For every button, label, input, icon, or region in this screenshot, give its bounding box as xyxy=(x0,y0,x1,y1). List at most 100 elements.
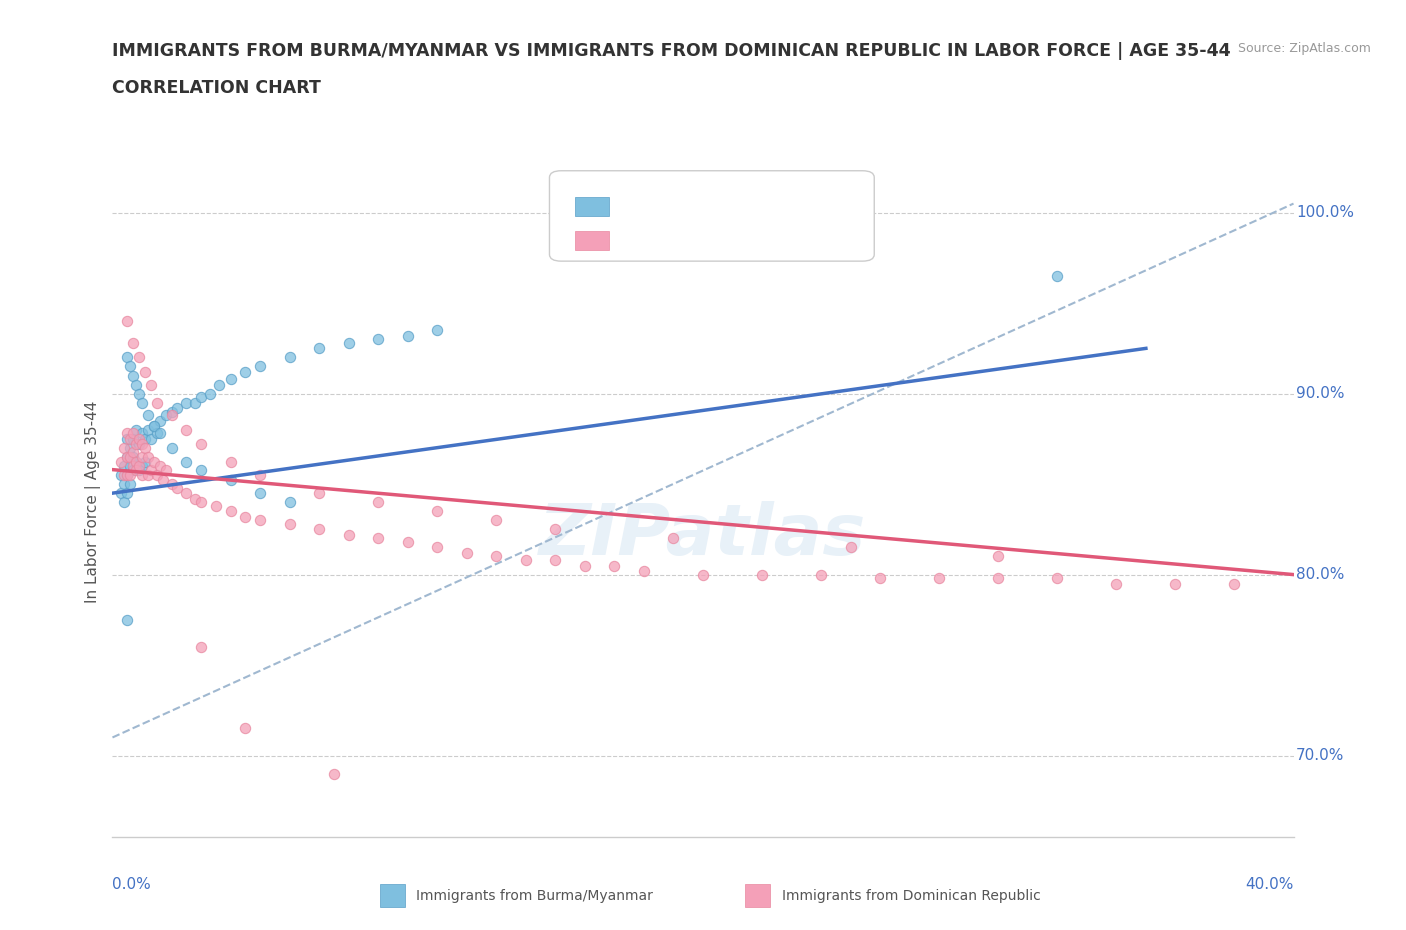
Point xyxy=(692,567,714,582)
Point xyxy=(249,485,271,500)
Point xyxy=(1164,577,1187,591)
Point xyxy=(190,462,212,477)
Point xyxy=(308,522,330,537)
Point xyxy=(122,368,145,383)
Point xyxy=(233,721,256,736)
Point xyxy=(633,564,655,578)
Point xyxy=(367,531,389,546)
Point xyxy=(233,365,256,379)
Point xyxy=(139,432,162,446)
Text: 80.0%: 80.0% xyxy=(1296,567,1344,582)
Point xyxy=(810,567,832,582)
Point xyxy=(1046,269,1069,284)
Point xyxy=(219,372,242,387)
Point xyxy=(174,422,197,437)
Point xyxy=(120,458,142,473)
Point xyxy=(134,441,156,456)
Point xyxy=(174,395,197,410)
Point xyxy=(122,336,145,351)
Point xyxy=(337,527,360,542)
Point xyxy=(278,516,301,531)
Point xyxy=(122,432,145,446)
Point xyxy=(426,504,449,519)
Point xyxy=(146,395,169,410)
Point xyxy=(122,449,145,464)
Point xyxy=(117,449,138,464)
Point xyxy=(233,510,256,525)
Point xyxy=(1046,571,1069,586)
Point xyxy=(205,498,228,513)
Point xyxy=(117,426,138,441)
Point xyxy=(117,432,138,446)
Point xyxy=(120,432,142,446)
Point xyxy=(184,395,207,410)
Point xyxy=(131,458,153,473)
Point xyxy=(278,350,301,365)
Point xyxy=(120,477,142,492)
Text: 90.0%: 90.0% xyxy=(1296,386,1344,401)
Point xyxy=(219,455,242,470)
Text: ZIPatlas: ZIPatlas xyxy=(540,501,866,570)
Point xyxy=(134,432,156,446)
Point xyxy=(117,313,138,328)
Point xyxy=(122,445,145,459)
Bar xyxy=(575,232,609,250)
Point xyxy=(184,491,207,506)
Point xyxy=(112,458,135,473)
Point xyxy=(249,359,271,374)
Point xyxy=(603,558,626,573)
Point xyxy=(125,378,148,392)
Point xyxy=(149,413,172,428)
Point xyxy=(120,441,142,456)
Point xyxy=(122,458,145,473)
Point xyxy=(839,540,862,555)
Text: -0.197: -0.197 xyxy=(672,233,727,248)
Point xyxy=(751,567,773,582)
Point xyxy=(125,455,148,470)
Point xyxy=(134,455,156,470)
Text: Immigrants from Burma/Myanmar: Immigrants from Burma/Myanmar xyxy=(416,888,652,903)
Text: N = 62: N = 62 xyxy=(758,199,811,214)
Point xyxy=(456,545,478,560)
Point xyxy=(219,504,242,519)
Point xyxy=(208,378,231,392)
Point xyxy=(249,512,271,527)
Text: R =: R = xyxy=(623,199,655,214)
Bar xyxy=(575,197,609,216)
Point xyxy=(131,426,153,441)
Point xyxy=(928,571,950,586)
Point xyxy=(485,549,508,564)
Point xyxy=(190,390,212,405)
Point xyxy=(112,468,135,483)
Point xyxy=(426,323,449,338)
Point xyxy=(110,468,132,483)
Point xyxy=(1223,577,1246,591)
Point xyxy=(198,386,221,401)
Point xyxy=(136,468,159,483)
Point xyxy=(120,359,142,374)
Point xyxy=(308,341,330,356)
Point xyxy=(131,437,153,452)
Point xyxy=(160,441,183,456)
Point xyxy=(112,441,135,456)
Point xyxy=(136,422,159,437)
Point xyxy=(160,477,183,492)
Point xyxy=(174,455,197,470)
Point xyxy=(155,462,177,477)
Point xyxy=(987,571,1010,586)
Point xyxy=(149,426,172,441)
Point xyxy=(136,408,159,423)
Point xyxy=(117,449,138,464)
Point xyxy=(120,449,142,464)
Point xyxy=(131,468,153,483)
Point xyxy=(166,480,188,495)
Point xyxy=(278,495,301,510)
Text: 0.218: 0.218 xyxy=(672,199,725,214)
Point xyxy=(396,535,419,550)
Point xyxy=(117,612,138,627)
Point xyxy=(128,462,150,477)
Point xyxy=(190,640,212,655)
Point xyxy=(112,495,135,510)
Point xyxy=(190,495,212,510)
Point xyxy=(128,437,150,452)
